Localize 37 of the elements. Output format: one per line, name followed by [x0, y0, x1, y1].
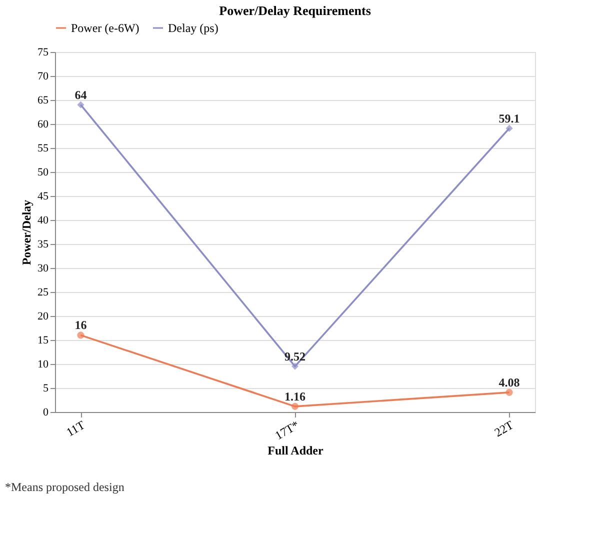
y-tick-label: 60: [38, 118, 49, 130]
data-label: 9.52: [284, 349, 306, 364]
y-tick-label: 45: [38, 190, 49, 202]
y-tick-label: 25: [38, 286, 49, 298]
legend-label: Power (e-6W): [71, 21, 140, 35]
data-label: 1.16: [284, 389, 306, 404]
y-tick-label: 75: [38, 46, 49, 58]
point: [77, 332, 84, 339]
x-tick-label: 11T: [64, 417, 88, 440]
text: *Means proposed design: [5, 480, 124, 494]
chart-title: Power/Delay Requirements: [219, 3, 371, 18]
y-axis-title: Power/Delay: [20, 200, 34, 266]
y-tick-label: 50: [38, 166, 49, 178]
y-tick-label: 5: [43, 382, 49, 394]
y-tick-label: 15: [38, 334, 49, 346]
y-tick-label: 40: [38, 214, 49, 226]
y-tick-label: 0: [43, 406, 49, 418]
point: [291, 402, 299, 410]
y-tick-label: 10: [38, 358, 49, 370]
point: [291, 362, 299, 370]
x-axis-title: Full Adder: [268, 444, 324, 458]
point: [506, 388, 513, 396]
data-label: 59.1: [498, 111, 520, 126]
data-label: 16: [74, 318, 87, 332]
y-tick-label: 70: [38, 70, 49, 82]
y-tick-label: 20: [38, 310, 49, 322]
data-label: 64: [74, 88, 87, 102]
x-tick-label: 17T*: [272, 418, 302, 443]
point: [506, 124, 513, 132]
y-tick-label: 35: [38, 238, 49, 250]
y-tick-label: 65: [38, 94, 49, 106]
point: [77, 101, 84, 108]
y-tick-label: 55: [38, 142, 49, 154]
y-tick-label: 30: [38, 262, 49, 274]
legend-label: Delay (ps): [168, 21, 218, 35]
x-tick-label: 22T: [492, 417, 516, 440]
data-label: 4.08: [498, 375, 520, 390]
